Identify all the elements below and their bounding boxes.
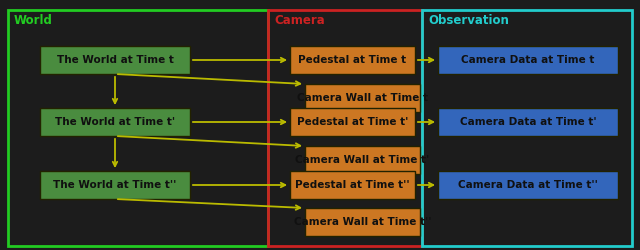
FancyBboxPatch shape <box>290 171 415 199</box>
FancyBboxPatch shape <box>40 46 190 74</box>
Text: World: World <box>14 14 53 27</box>
FancyBboxPatch shape <box>290 108 415 136</box>
FancyBboxPatch shape <box>305 208 420 236</box>
FancyBboxPatch shape <box>438 46 618 74</box>
FancyBboxPatch shape <box>40 171 190 199</box>
FancyBboxPatch shape <box>40 108 190 136</box>
FancyBboxPatch shape <box>305 84 420 112</box>
Text: Pedestal at Time t': Pedestal at Time t' <box>297 117 408 127</box>
Text: Camera Wall at Time t': Camera Wall at Time t' <box>296 155 429 165</box>
Text: Camera Data at Time t: Camera Data at Time t <box>461 55 595 65</box>
FancyBboxPatch shape <box>305 146 420 174</box>
FancyBboxPatch shape <box>438 108 618 136</box>
Text: Pedestal at Time t: Pedestal at Time t <box>298 55 406 65</box>
Text: Camera Wall at Time t'': Camera Wall at Time t'' <box>294 217 431 227</box>
Text: Observation: Observation <box>428 14 509 27</box>
Text: The World at Time t: The World at Time t <box>56 55 173 65</box>
Text: The World at Time t': The World at Time t' <box>55 117 175 127</box>
Text: Pedestal at Time t'': Pedestal at Time t'' <box>295 180 410 190</box>
Text: Camera: Camera <box>274 14 324 27</box>
Text: Camera Data at Time t': Camera Data at Time t' <box>460 117 596 127</box>
FancyBboxPatch shape <box>290 46 415 74</box>
Text: Camera Data at Time t'': Camera Data at Time t'' <box>458 180 598 190</box>
FancyBboxPatch shape <box>438 171 618 199</box>
Text: Camera Wall at Time t: Camera Wall at Time t <box>297 93 428 103</box>
Text: The World at Time t'': The World at Time t'' <box>53 180 177 190</box>
